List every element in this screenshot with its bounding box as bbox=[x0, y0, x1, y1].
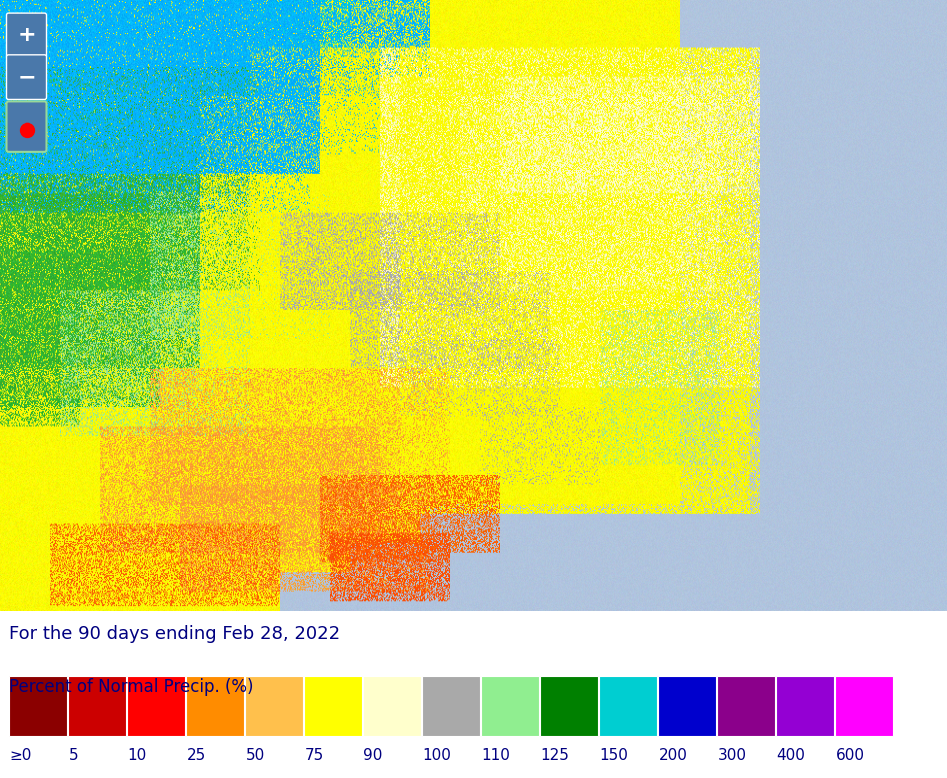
Bar bbox=[481, 676, 539, 736]
Bar bbox=[305, 676, 363, 736]
Text: −: − bbox=[17, 67, 36, 87]
Bar bbox=[835, 676, 893, 736]
Text: 300: 300 bbox=[718, 748, 746, 763]
Text: 125: 125 bbox=[541, 748, 569, 763]
Bar bbox=[777, 676, 834, 736]
Text: 90: 90 bbox=[364, 748, 383, 763]
Bar bbox=[718, 676, 776, 736]
Text: ≥0: ≥0 bbox=[9, 748, 32, 763]
Bar bbox=[128, 676, 186, 736]
Bar bbox=[187, 676, 244, 736]
Bar bbox=[68, 676, 126, 736]
Text: 150: 150 bbox=[599, 748, 628, 763]
Bar bbox=[599, 676, 657, 736]
FancyBboxPatch shape bbox=[7, 54, 46, 100]
Bar bbox=[541, 676, 599, 736]
FancyBboxPatch shape bbox=[7, 101, 46, 152]
Text: 110: 110 bbox=[481, 748, 510, 763]
Text: 200: 200 bbox=[658, 748, 688, 763]
Text: Percent of Normal Precip. (%): Percent of Normal Precip. (%) bbox=[9, 678, 254, 696]
Bar bbox=[245, 676, 303, 736]
Text: 75: 75 bbox=[305, 748, 324, 763]
Text: 100: 100 bbox=[422, 748, 452, 763]
Bar bbox=[658, 676, 716, 736]
Text: For the 90 days ending Feb 28, 2022: For the 90 days ending Feb 28, 2022 bbox=[9, 625, 341, 643]
Bar bbox=[364, 676, 421, 736]
FancyBboxPatch shape bbox=[7, 13, 46, 58]
Text: 50: 50 bbox=[245, 748, 265, 763]
Text: 10: 10 bbox=[128, 748, 147, 763]
Bar bbox=[9, 676, 67, 736]
Text: 400: 400 bbox=[777, 748, 805, 763]
Text: 25: 25 bbox=[187, 748, 205, 763]
Text: 600: 600 bbox=[835, 748, 865, 763]
Text: 5: 5 bbox=[68, 748, 78, 763]
Bar bbox=[422, 676, 480, 736]
Text: +: + bbox=[17, 26, 36, 45]
